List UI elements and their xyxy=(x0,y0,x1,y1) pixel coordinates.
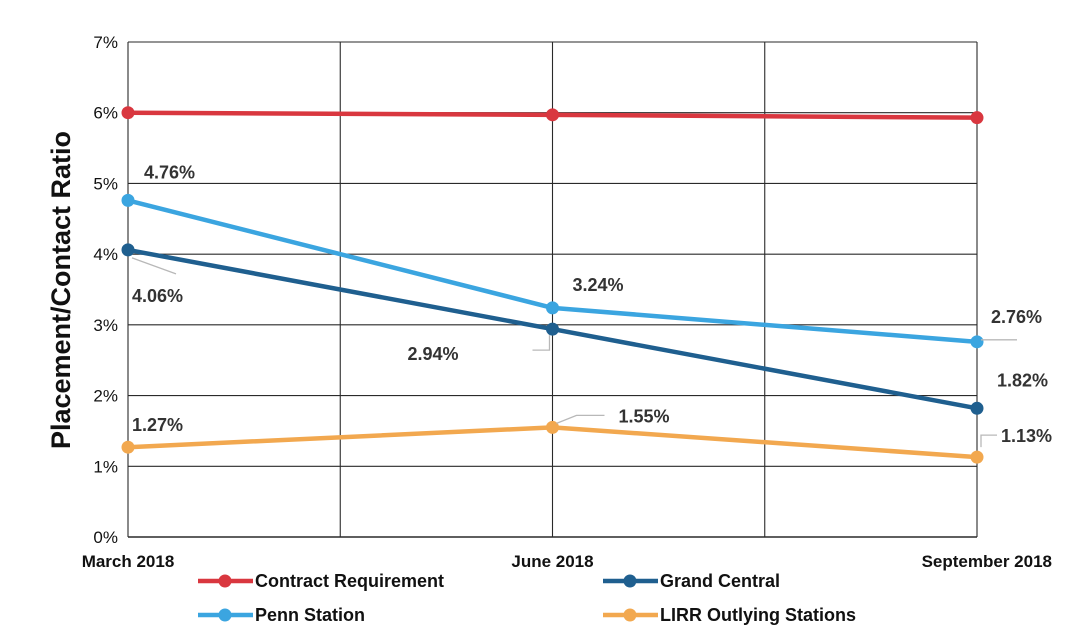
data-point xyxy=(970,450,984,464)
y-tick-label: 2% xyxy=(93,387,118,406)
y-axis-ticks: 0% 1% 2% 3% 4% 5% 6% 7% xyxy=(93,33,118,547)
y-tick-label: 5% xyxy=(93,174,118,193)
legend-item: LIRR Outlying Stations xyxy=(603,605,856,625)
y-tick-label: 4% xyxy=(93,245,118,264)
legend-item: Contract Requirement xyxy=(198,571,444,591)
label-leader-line xyxy=(556,414,605,424)
x-tick-label: June 2018 xyxy=(511,552,593,571)
legend-swatch-marker xyxy=(623,574,637,588)
legend-swatch-marker xyxy=(623,608,637,622)
series-2 xyxy=(121,193,984,349)
y-tick-label: 3% xyxy=(93,316,118,335)
x-tick-label: March 2018 xyxy=(82,552,175,571)
y-tick-label: 0% xyxy=(93,528,118,547)
x-tick-label: September 2018 xyxy=(922,552,1052,571)
series-0 xyxy=(121,106,984,125)
y-axis-label: Placement/Contact Ratio xyxy=(46,131,76,449)
legend-swatch-marker xyxy=(218,608,232,622)
data-point xyxy=(546,301,559,315)
y-tick-label: 6% xyxy=(93,104,118,123)
legend-label: Penn Station xyxy=(255,605,365,625)
data-point xyxy=(970,111,984,125)
data-label: 1.55% xyxy=(619,406,670,426)
data-point xyxy=(970,335,984,349)
series-1 xyxy=(121,243,984,415)
label-leader-line xyxy=(980,434,997,448)
series-3 xyxy=(121,420,984,464)
legend-swatch-marker xyxy=(218,574,232,588)
data-point xyxy=(121,106,135,120)
data-label: 4.76% xyxy=(144,162,195,182)
y-tick-label: 1% xyxy=(93,457,118,476)
legend-item: Penn Station xyxy=(198,605,365,625)
data-point xyxy=(546,420,559,434)
x-axis-ticks: March 2018 June 2018 September 2018 xyxy=(82,552,1052,571)
label-leader-line xyxy=(532,335,551,351)
legend: Contract Requirement Grand Central Penn St… xyxy=(198,571,856,625)
data-point xyxy=(121,440,135,454)
data-labels: 4.06% 2.94% 1.82% 4.76% 3.24% 2.76% 1.27% 1.55%… xyxy=(131,162,1052,448)
data-point xyxy=(121,243,135,257)
data-label: 2.94% xyxy=(408,344,459,364)
data-point xyxy=(970,401,984,415)
data-point xyxy=(121,193,135,207)
data-label: 1.13% xyxy=(1001,426,1052,446)
legend-label: Contract Requirement xyxy=(255,571,444,591)
data-label: 1.27% xyxy=(132,415,183,435)
series-layer xyxy=(121,106,984,464)
data-point xyxy=(546,322,559,336)
y-tick-label: 7% xyxy=(93,33,118,52)
data-label: 3.24% xyxy=(573,275,624,295)
legend-label: Grand Central xyxy=(660,571,780,591)
legend-label: LIRR Outlying Stations xyxy=(660,605,856,625)
legend-item: Grand Central xyxy=(603,571,780,591)
label-leader-line xyxy=(131,257,177,275)
data-label: 4.06% xyxy=(132,286,183,306)
data-label: 2.76% xyxy=(991,307,1042,327)
data-point xyxy=(546,108,559,122)
data-label: 1.82% xyxy=(997,370,1048,390)
